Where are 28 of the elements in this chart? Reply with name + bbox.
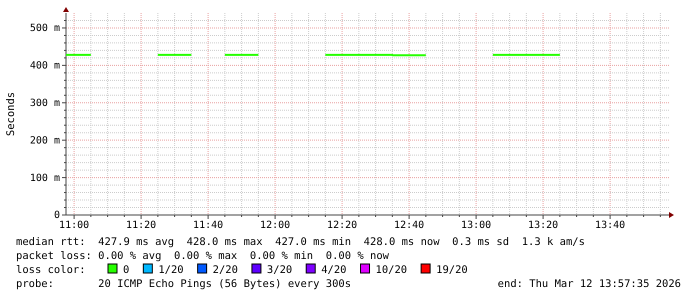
text: end: Thu Mar 12 13:57:35 2026 xyxy=(498,278,681,290)
x-tick-label: 12:20 xyxy=(327,220,358,232)
legend-label: 0 xyxy=(123,264,130,276)
x-tick-label: 11:00 xyxy=(59,220,90,232)
legend-label: 10/20 xyxy=(376,264,408,276)
x-tick-label: 11:20 xyxy=(126,220,156,232)
legend-label: 2/20 xyxy=(212,264,238,276)
text: packet loss: 0.00 % avg 0.00 % max 0.00 % min 0.00 % now xyxy=(16,250,390,262)
x-tick-label: 11:40 xyxy=(193,220,224,232)
y-tick-label: 500 m xyxy=(30,23,60,34)
y-tick-label: 400 m xyxy=(30,60,60,72)
x-tick-label: 13:20 xyxy=(528,220,558,232)
legend-label: 3/20 xyxy=(266,264,292,276)
y-tick-label: 100 m xyxy=(30,172,60,184)
legend-label: 1/20 xyxy=(158,264,184,276)
x-tick-label: 13:40 xyxy=(595,220,626,232)
y-tick-label: 0 xyxy=(54,210,60,222)
y-tick-label: 200 m xyxy=(30,135,60,146)
y-tick-label: 300 m xyxy=(30,98,60,109)
legend-label: 19/20 xyxy=(436,264,468,276)
x-tick-label: 13:00 xyxy=(461,220,492,232)
text: probe: 20 ICMP Echo Pings (56 Bytes) every 300s xyxy=(16,278,352,290)
text: median rtt: 427.9 ms avg 428.0 ms max 427.0 ms min 428.0 ms now 0.3 ms sd 1.3 k am/s xyxy=(16,236,585,248)
legend-title: loss color: xyxy=(16,264,86,276)
x-tick-label: 12:00 xyxy=(260,220,290,232)
x-tick-label: 12:40 xyxy=(394,220,424,232)
legend-label: 4/20 xyxy=(321,264,347,276)
y-axis-title: Seconds xyxy=(5,92,17,136)
